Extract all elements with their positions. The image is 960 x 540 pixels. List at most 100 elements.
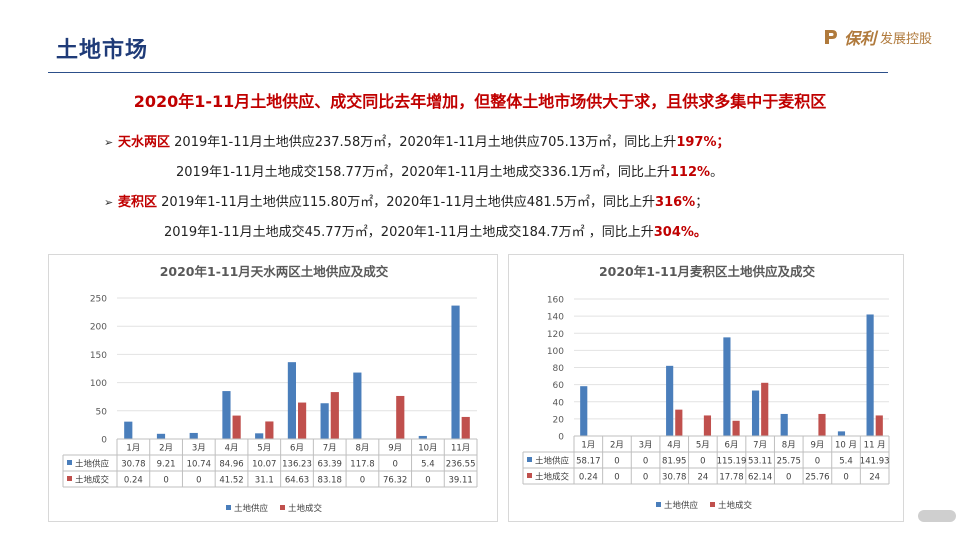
bar-deal	[761, 382, 769, 436]
bar-supply	[287, 362, 296, 439]
data-label: 0	[196, 476, 201, 486]
bar-supply	[418, 435, 427, 439]
table-legend-key	[527, 473, 532, 478]
x-tick-label: 8月	[782, 441, 796, 451]
x-tick-label: 4月	[225, 444, 239, 454]
data-label: 0	[843, 473, 848, 483]
x-tick-label: 4月	[667, 441, 681, 451]
bullet-punct: 。	[710, 165, 724, 180]
x-tick-label: 8月	[355, 444, 369, 454]
bullet-punct: 。	[693, 225, 707, 240]
x-tick-label: 2月	[159, 444, 173, 454]
y-tick-label: 0	[101, 436, 107, 446]
bar-supply	[837, 431, 846, 436]
data-label: 9.21	[157, 460, 176, 470]
x-tick-label: 5月	[257, 444, 271, 454]
company-logo: 保利 发展控股	[822, 26, 932, 48]
x-tick-label: 6月	[290, 444, 304, 454]
bullet-maiji-line1: ➢ 麦积区 2019年1-11月土地供应115.80万㎡，2020年1-11月土地…	[104, 188, 864, 218]
data-label: 5.4	[839, 457, 853, 467]
logo-brand: 保利	[843, 29, 876, 48]
x-tick-label: 10 月	[835, 441, 857, 451]
data-label: 10.74	[187, 460, 211, 470]
data-label: 0	[700, 457, 705, 467]
arrow-bullet-icon: ➢	[104, 196, 114, 209]
y-tick-label: 100	[547, 347, 564, 357]
y-tick-label: 250	[90, 295, 107, 305]
chart-panel-tianshui: 2020年1-11月天水两区土地供应及成交 0 50 100 150 200 250 1月 2月…	[48, 254, 498, 522]
y-tick-label: 40	[553, 398, 565, 408]
y-tick-label: 150	[90, 351, 107, 361]
data-label: 115.19	[717, 457, 747, 467]
bullet-tianshui-line2: 2019年1-11月土地成交158.77万㎡，2020年1-11月土地成交336…	[104, 158, 864, 188]
table-legend-key	[67, 460, 72, 465]
table-legend-key	[527, 457, 532, 462]
x-tick-label: 7月	[323, 444, 337, 454]
bar-supply	[780, 413, 788, 436]
table-series-label: 土地供应	[535, 456, 570, 467]
data-label: 63.39	[318, 460, 342, 470]
data-label: 25.75	[777, 457, 801, 467]
arrow-bullet-icon: ➢	[104, 136, 114, 149]
y-tick-label: 20	[553, 415, 565, 425]
data-label: 0	[425, 476, 430, 486]
data-label: 84.96	[219, 460, 243, 470]
data-label: 5.4	[421, 460, 435, 470]
x-tick-label: 9月	[388, 444, 402, 454]
legend-label: 土地供应	[664, 500, 699, 511]
y-tick-label: 50	[96, 407, 108, 417]
data-label: 0	[360, 476, 365, 486]
bar-supply	[451, 305, 460, 439]
x-tick-label: 11月	[451, 444, 470, 454]
bar-deal	[818, 413, 826, 436]
data-label: 30.78	[121, 460, 145, 470]
bar-deal	[265, 421, 274, 439]
region-label: 天水两区	[118, 135, 171, 150]
legend-key	[280, 505, 285, 510]
data-label: 30.78	[662, 473, 686, 483]
bar-deal	[675, 409, 683, 436]
table-series-label: 土地供应	[75, 459, 110, 470]
x-tick-label: 2月	[610, 441, 624, 451]
bar-supply	[156, 433, 166, 439]
data-label: 25.76	[805, 473, 829, 483]
bar-supply	[666, 365, 674, 436]
bar-supply	[189, 432, 198, 439]
bullet-text: 2019年1-11月土地成交45.77万㎡，2020年1-11月土地成交184.…	[164, 225, 654, 240]
y-tick-label: 60	[553, 381, 565, 391]
data-label: 0	[643, 457, 648, 467]
x-tick-label: 3月	[192, 444, 206, 454]
data-label: 0.24	[124, 476, 143, 486]
data-label: 76.32	[383, 476, 407, 486]
data-label: 31.1	[255, 476, 274, 486]
data-label: 62.14	[748, 473, 772, 483]
region-label: 麦积区	[118, 195, 158, 210]
data-label: 0	[614, 473, 619, 483]
bar-supply	[751, 390, 760, 436]
bar-supply	[580, 386, 588, 436]
x-tick-label: 6月	[725, 441, 739, 451]
x-tick-label: 9月	[810, 441, 824, 451]
bullet-punct: ；	[716, 135, 730, 150]
growth-percent: 112%	[669, 165, 711, 180]
bar-supply	[723, 337, 731, 436]
x-tick-label: 3月	[639, 441, 653, 451]
chart-title: 2020年1-11月麦积区土地供应及成交	[599, 264, 816, 279]
table-series-label: 土地成交	[75, 475, 110, 486]
bar-supply	[255, 433, 264, 439]
table-legend-key	[67, 476, 72, 481]
scrollbar-thumb[interactable]	[918, 510, 956, 522]
growth-percent: 304%	[653, 225, 694, 240]
bar-deal	[461, 416, 470, 439]
data-label: 141.93	[860, 457, 890, 467]
y-tick-label: 0	[558, 433, 564, 443]
data-label: 117.8	[350, 460, 374, 470]
table-series-label: 土地成交	[535, 472, 570, 483]
bullet-tianshui-line1: ➢ 天水两区 2019年1-11月土地供应237.58万㎡，2020年1-11月土…	[104, 128, 864, 158]
x-tick-label: 1月	[581, 441, 595, 451]
bullet-text: 2019年1-11月土地供应115.80万㎡，2020年1-11月土地供应481…	[157, 195, 656, 210]
data-label: 24	[869, 473, 880, 483]
data-label: 0	[392, 460, 397, 470]
bar-supply	[353, 372, 362, 439]
bar-deal	[875, 415, 883, 436]
